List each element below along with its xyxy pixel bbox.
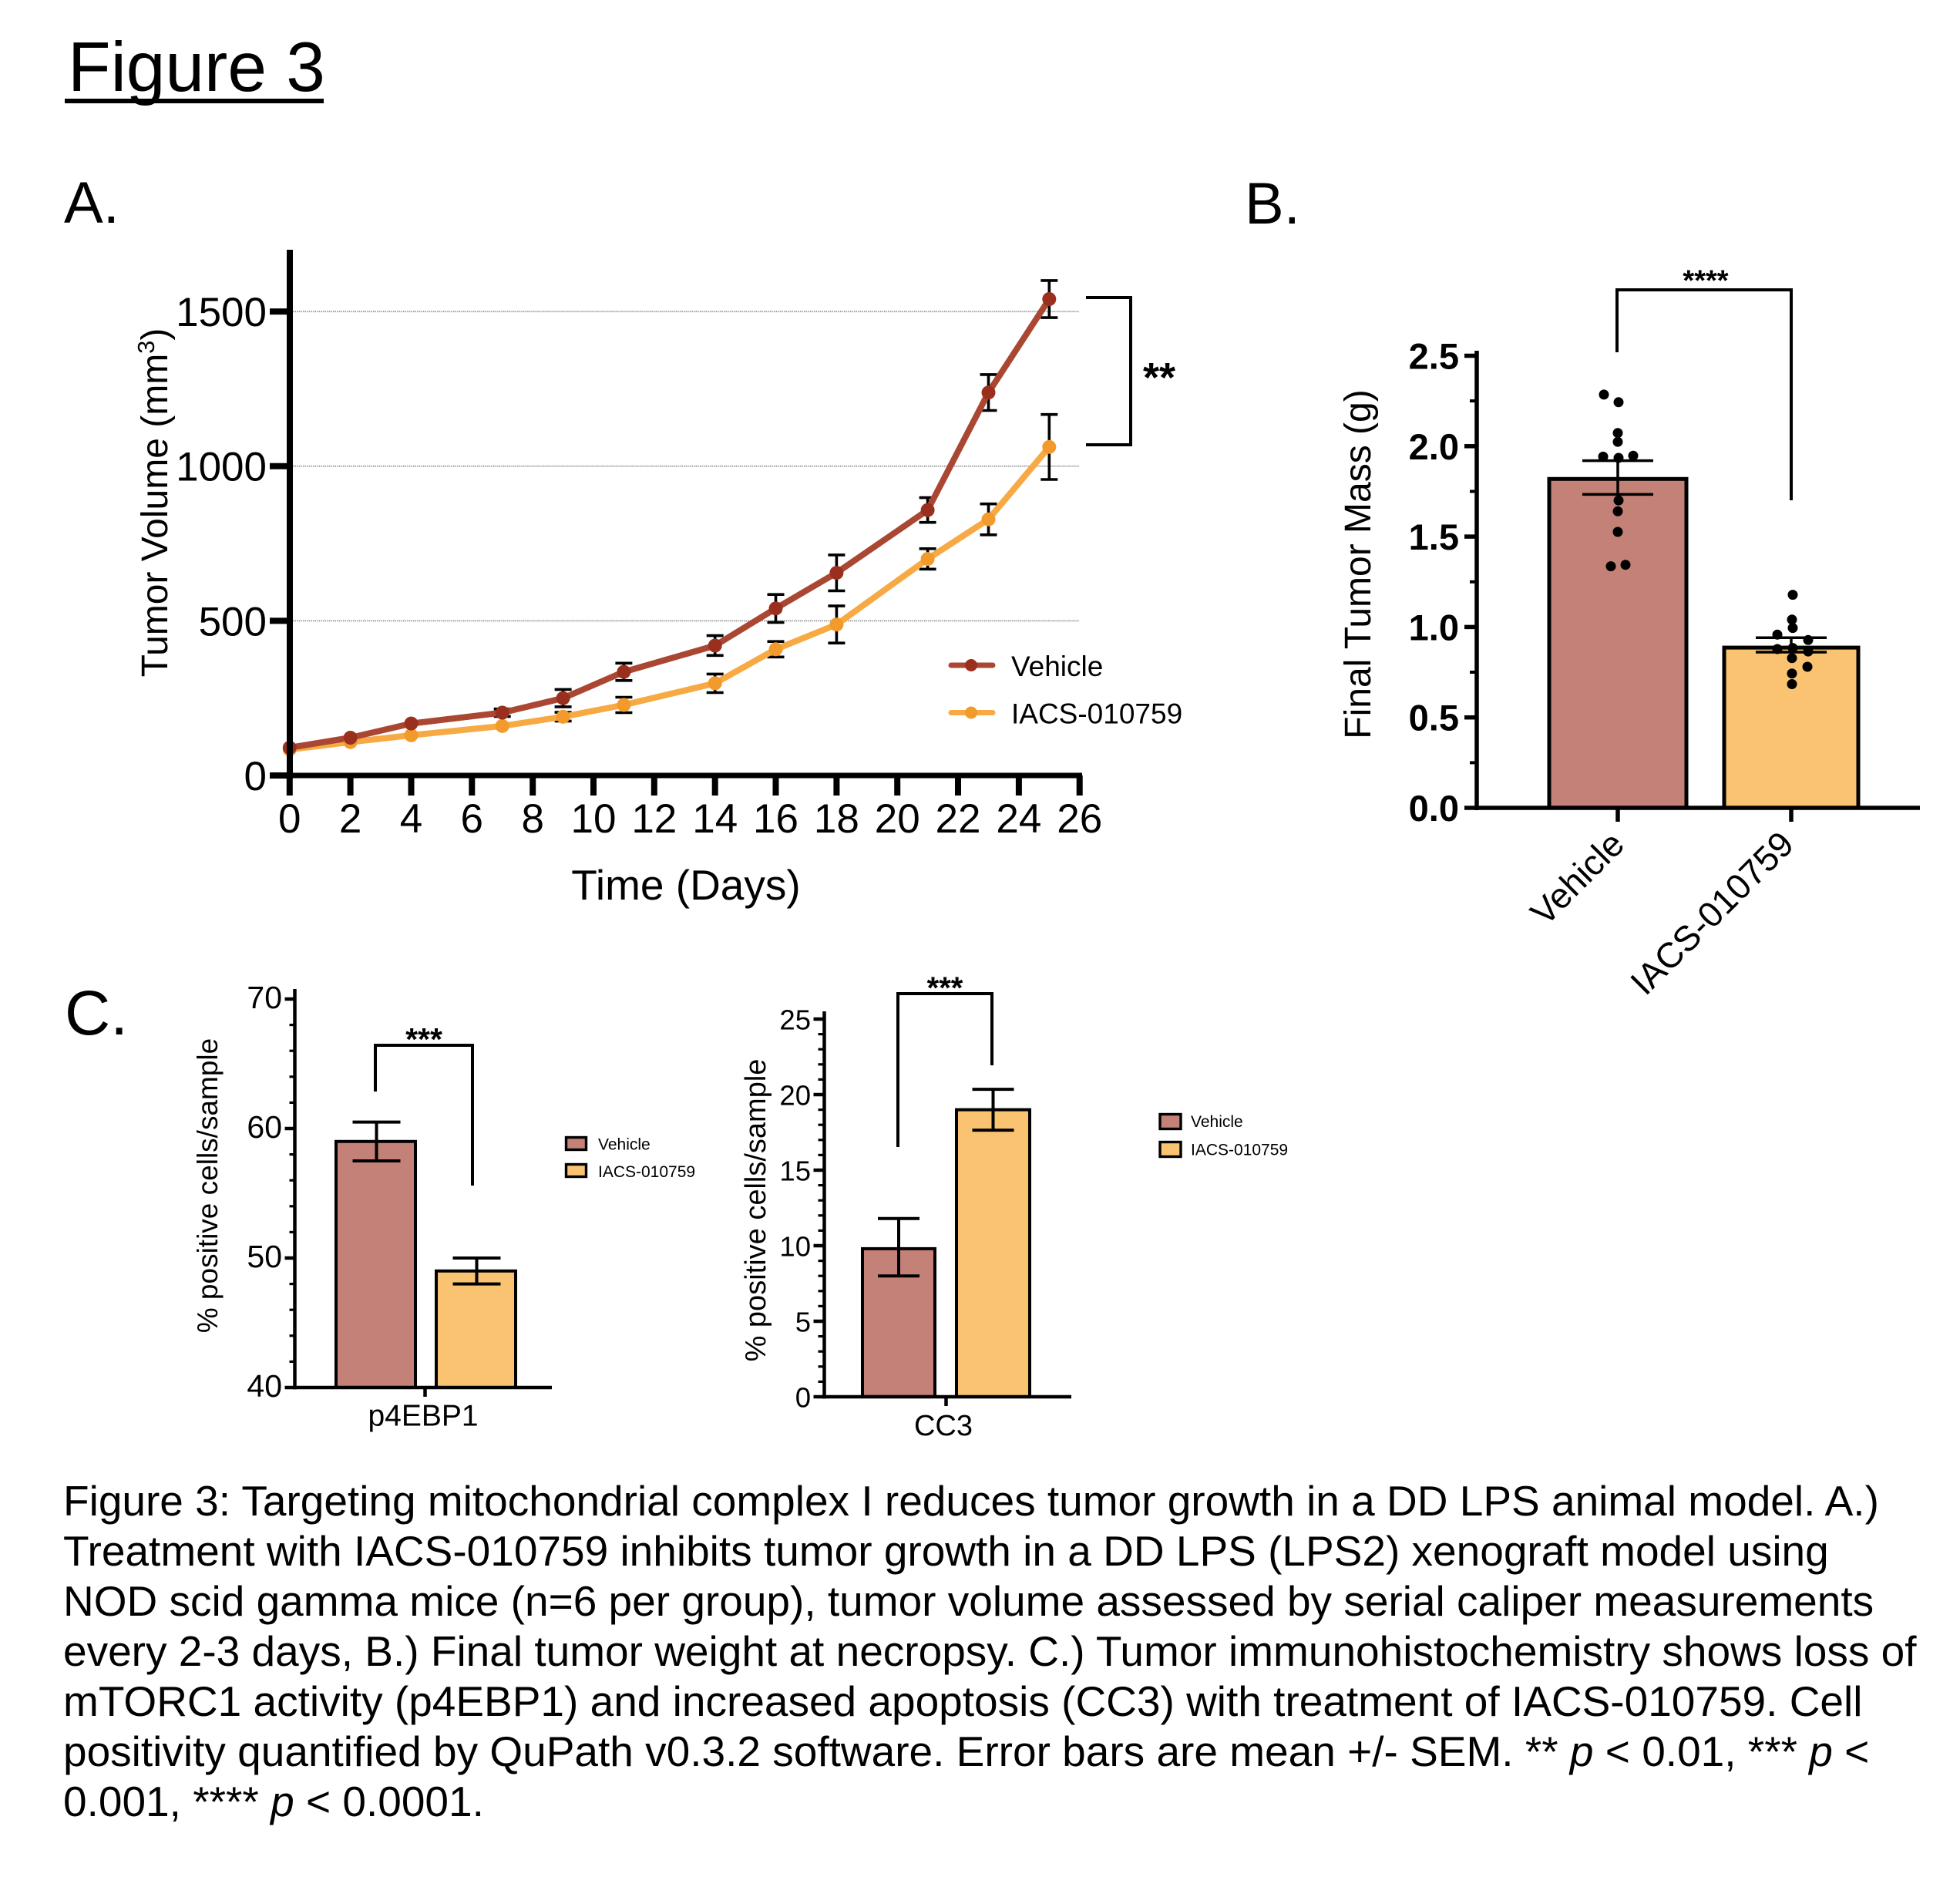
svg-text:C.: C. bbox=[65, 978, 128, 1048]
svg-text:Final Tumor Mass (g): Final Tumor Mass (g) bbox=[1338, 389, 1379, 738]
svg-text:0.001, **** p < 0.0001.: 0.001, **** p < 0.0001. bbox=[63, 1778, 484, 1825]
svg-text:Tumor Volume (mm3): Tumor Volume (mm3) bbox=[133, 328, 176, 678]
svg-text:40: 40 bbox=[247, 1368, 282, 1404]
svg-text:% positive cells/sample: % positive cells/sample bbox=[192, 1038, 224, 1333]
svg-text:25: 25 bbox=[779, 1004, 811, 1035]
svg-text:10: 10 bbox=[779, 1230, 811, 1262]
svg-text:12: 12 bbox=[631, 796, 677, 842]
svg-text:mTORC1 activity (p4EBP1) and i: mTORC1 activity (p4EBP1) and increased a… bbox=[63, 1677, 1862, 1725]
svg-text:0: 0 bbox=[278, 796, 301, 842]
svg-text:2: 2 bbox=[339, 796, 361, 842]
svg-text:p4EBP1: p4EBP1 bbox=[368, 1400, 478, 1433]
svg-text:***: *** bbox=[405, 1021, 442, 1057]
svg-text:positivity quantified by QuPat: positivity quantified by QuPath v0.3.2 s… bbox=[63, 1727, 1869, 1775]
svg-text:0: 0 bbox=[795, 1381, 811, 1413]
svg-text:CC3: CC3 bbox=[914, 1410, 973, 1442]
svg-text:Treatment with IACS-010759 inh: Treatment with IACS-010759 inhibits tumo… bbox=[63, 1527, 1829, 1575]
svg-text:% positive cells/sample: % positive cells/sample bbox=[740, 1059, 772, 1362]
svg-text:Vehicle: Vehicle bbox=[598, 1136, 651, 1154]
svg-text:Vehicle: Vehicle bbox=[1191, 1113, 1243, 1131]
svg-text:NOD scid gamma mice (n=6 per g: NOD scid gamma mice (n=6 per group), tum… bbox=[63, 1577, 1874, 1625]
svg-text:15: 15 bbox=[779, 1155, 811, 1186]
svg-text:5: 5 bbox=[795, 1306, 811, 1337]
svg-text:1.0: 1.0 bbox=[1409, 607, 1459, 648]
svg-text:60: 60 bbox=[247, 1109, 282, 1145]
svg-text:50: 50 bbox=[247, 1239, 282, 1274]
svg-text:20: 20 bbox=[875, 796, 920, 842]
svg-text:IACS-010759: IACS-010759 bbox=[598, 1163, 695, 1181]
svg-text:0: 0 bbox=[244, 754, 267, 799]
svg-text:18: 18 bbox=[814, 796, 859, 842]
svg-text:22: 22 bbox=[936, 796, 981, 842]
svg-text:B.: B. bbox=[1245, 171, 1300, 237]
svg-text:1500: 1500 bbox=[176, 290, 267, 335]
svg-text:16: 16 bbox=[753, 796, 798, 842]
svg-text:Vehicle: Vehicle bbox=[1011, 651, 1103, 682]
svg-text:8: 8 bbox=[521, 796, 543, 842]
svg-text:0.5: 0.5 bbox=[1409, 698, 1459, 738]
svg-text:2.0: 2.0 bbox=[1409, 426, 1459, 467]
svg-text:Figure 3: Targeting mitochondr: Figure 3: Targeting mitochondrial comple… bbox=[63, 1477, 1879, 1525]
svg-text:****: **** bbox=[1683, 265, 1728, 298]
svg-text:Figure 3: Figure 3 bbox=[68, 29, 325, 106]
svg-text:0.0: 0.0 bbox=[1409, 788, 1459, 829]
svg-text:6: 6 bbox=[461, 796, 483, 842]
svg-text:Time (Days): Time (Days) bbox=[571, 861, 800, 909]
svg-text:500: 500 bbox=[199, 599, 267, 644]
svg-text:14: 14 bbox=[692, 796, 738, 842]
svg-text:24: 24 bbox=[996, 796, 1041, 842]
svg-text:10: 10 bbox=[571, 796, 617, 842]
svg-text:4: 4 bbox=[400, 796, 422, 842]
svg-text:***: *** bbox=[927, 971, 963, 1005]
svg-text:IACS-010759: IACS-010759 bbox=[1011, 698, 1182, 730]
svg-text:1.5: 1.5 bbox=[1409, 516, 1459, 557]
svg-text:1000: 1000 bbox=[176, 445, 267, 490]
svg-text:**: ** bbox=[1143, 355, 1175, 401]
svg-text:IACS-010759: IACS-010759 bbox=[1191, 1142, 1288, 1159]
svg-text:26: 26 bbox=[1057, 796, 1102, 842]
svg-text:2.5: 2.5 bbox=[1409, 336, 1459, 377]
svg-text:A.: A. bbox=[64, 170, 119, 236]
svg-text:70: 70 bbox=[247, 980, 282, 1015]
svg-text:20: 20 bbox=[779, 1079, 811, 1111]
svg-text:every 2-3 days, B.) Final tumo: every 2-3 days, B.) Final tumor weight a… bbox=[63, 1627, 1917, 1675]
